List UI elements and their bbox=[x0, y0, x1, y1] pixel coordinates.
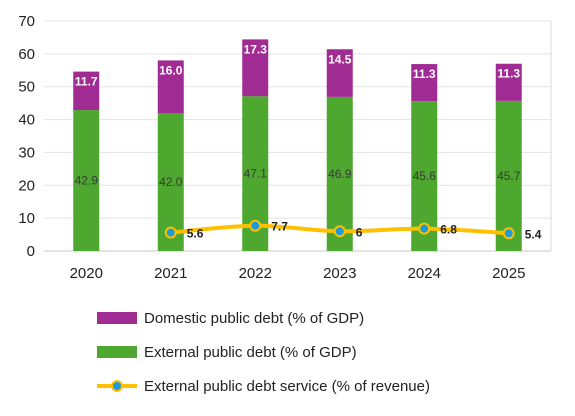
bar-domestic-2020 bbox=[73, 71, 100, 111]
bar-value-label: 46.9 bbox=[328, 167, 352, 181]
axes: 0 10 20 30 40 50 60 70 2020 2021 2022 2023 2024 2025 bbox=[18, 13, 525, 282]
bar-value-label: 45.7 bbox=[497, 169, 521, 183]
debt-service-marker-2021 bbox=[164, 226, 177, 239]
legend-label: External public debt (% of GDP) bbox=[144, 344, 357, 361]
bar-value-label: 47.1 bbox=[244, 167, 268, 181]
y-tick-label: 10 bbox=[18, 210, 35, 227]
line-value-label: 5.4 bbox=[525, 227, 542, 241]
x-tick-label: 2021 bbox=[154, 265, 187, 282]
y-tick-label: 60 bbox=[18, 46, 35, 63]
bar-domestic-2025 bbox=[495, 63, 522, 101]
y-tick-label: 50 bbox=[18, 79, 35, 96]
y-tick-label: 20 bbox=[18, 177, 35, 194]
legend: Domestic public debt (% of GDP) External … bbox=[97, 310, 430, 395]
legend-marker-swatch bbox=[111, 380, 123, 392]
legend-label: Domestic public debt (% of GDP) bbox=[144, 310, 364, 327]
bar-value-label: 11.3 bbox=[497, 67, 520, 81]
gridlines bbox=[44, 20, 552, 252]
debt-service-marker-2025 bbox=[502, 227, 515, 240]
bar-value-label: 11.3 bbox=[413, 67, 436, 81]
debt-service-marker-2022 bbox=[249, 219, 262, 232]
debt-service-marker-2024 bbox=[418, 222, 431, 235]
x-tick-label: 2022 bbox=[239, 265, 272, 282]
line-value-label: 6 bbox=[356, 225, 363, 239]
bar-domestic-2024 bbox=[411, 64, 438, 102]
line-value-label: 7.7 bbox=[271, 220, 288, 234]
line-value-label: 5.6 bbox=[187, 227, 204, 241]
bar-domestic-2023 bbox=[326, 49, 353, 97]
bar-external-2025 bbox=[495, 100, 522, 251]
y-tick-label: 40 bbox=[18, 112, 35, 129]
bar-value-label: 11.7 bbox=[75, 75, 98, 89]
data-labels: 42.9 11.7 42.0 16.0 47.1 17.3 46.9 14.5 45.6 11.3… bbox=[75, 42, 542, 241]
x-tick-label: 2020 bbox=[70, 265, 103, 282]
legend-swatch-domestic bbox=[97, 312, 137, 324]
y-tick-label: 0 bbox=[27, 243, 35, 260]
debt-service-marker-2023 bbox=[333, 225, 346, 238]
y-tick-label: 30 bbox=[18, 144, 35, 161]
x-tick-label: 2025 bbox=[492, 265, 525, 282]
bar-domestic-2022 bbox=[242, 39, 269, 97]
x-tick-label: 2023 bbox=[323, 265, 356, 282]
bar-domestic-2021 bbox=[157, 60, 184, 113]
bar-value-label: 42.0 bbox=[159, 175, 183, 189]
x-tick-label: 2024 bbox=[408, 265, 441, 282]
debt-service-line bbox=[164, 219, 515, 240]
line-value-label: 6.8 bbox=[440, 223, 457, 237]
bar-value-label: 17.3 bbox=[244, 42, 268, 56]
bar-value-label: 14.5 bbox=[328, 52, 352, 66]
y-tick-label: 70 bbox=[18, 13, 35, 30]
legend-label: External public debt service (% of reven… bbox=[144, 378, 430, 395]
bars bbox=[73, 39, 522, 252]
bar-value-label: 42.9 bbox=[75, 174, 99, 188]
legend-swatch-external bbox=[97, 346, 137, 358]
bar-value-label: 45.6 bbox=[413, 169, 437, 183]
bar-value-label: 16.0 bbox=[159, 63, 183, 77]
bar-external-2020 bbox=[73, 110, 100, 252]
